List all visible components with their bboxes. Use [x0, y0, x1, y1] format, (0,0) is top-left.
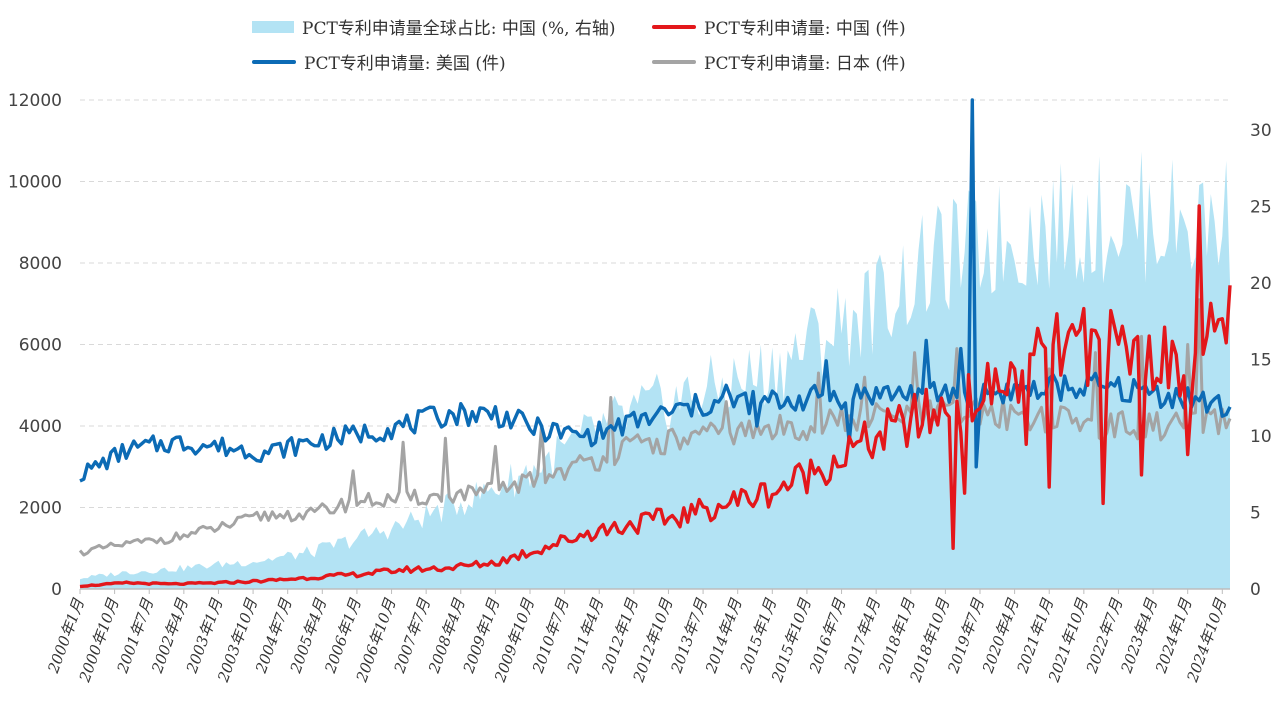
- legend-swatch-japan: [652, 59, 696, 64]
- legend-label-china-share: PCT专利申请量全球占比: 中国 (%, 右轴): [302, 19, 616, 39]
- y-axis-left: 0 2000 4000 6000 8000 10000 12000: [8, 91, 62, 600]
- y-right-tick-label: 25: [1250, 198, 1272, 218]
- legend-swatch-usa: [252, 59, 296, 64]
- legend-item-china-share: PCT专利申请量全球占比: 中国 (%, 右轴): [252, 14, 616, 39]
- y-right-tick-label: 20: [1250, 274, 1272, 294]
- y-right-tick-label: 0: [1250, 580, 1261, 600]
- y-left-tick-label: 0: [51, 580, 62, 600]
- series-line-japan: [78, 298, 1232, 557]
- y-left-tick-label: 8000: [19, 254, 62, 274]
- legend-item-japan: PCT专利申请量: 日本 (件): [652, 49, 906, 74]
- y-left-tick-label: 6000: [19, 336, 62, 356]
- y-right-tick-label: 10: [1250, 427, 1272, 447]
- y-left-tick-label: 4000: [19, 417, 62, 437]
- x-axis-ticks: 2000年1月2000年10月2001年7月2002年4月2003年1月2003…: [44, 589, 1230, 685]
- legend-item-china: PCT专利申请量: 中国 (件): [652, 14, 906, 39]
- legend-item-usa: PCT专利申请量: 美国 (件): [252, 49, 506, 74]
- legend-swatch-china: [652, 24, 696, 29]
- legend-label-china: PCT专利申请量: 中国 (件): [704, 19, 906, 39]
- y-axis-right: 0 5 10 15 20 25 30: [1250, 121, 1272, 600]
- y-right-tick-label: 30: [1250, 121, 1272, 141]
- series-line-china: [79, 204, 1232, 589]
- y-right-tick-label: 15: [1250, 351, 1272, 371]
- series-line-usa: [79, 98, 1232, 483]
- series-area-china-share: [80, 151, 1230, 589]
- y-left-tick-label: 10000: [8, 173, 62, 193]
- legend-label-japan: PCT专利申请量: 日本 (件): [704, 54, 906, 74]
- y-right-tick-label: 5: [1250, 504, 1261, 524]
- legend-swatch-china-share: [252, 20, 294, 33]
- y-left-tick-label: 2000: [19, 499, 62, 519]
- y-left-tick-label: 12000: [8, 91, 62, 111]
- legend-label-usa: PCT专利申请量: 美国 (件): [304, 54, 506, 74]
